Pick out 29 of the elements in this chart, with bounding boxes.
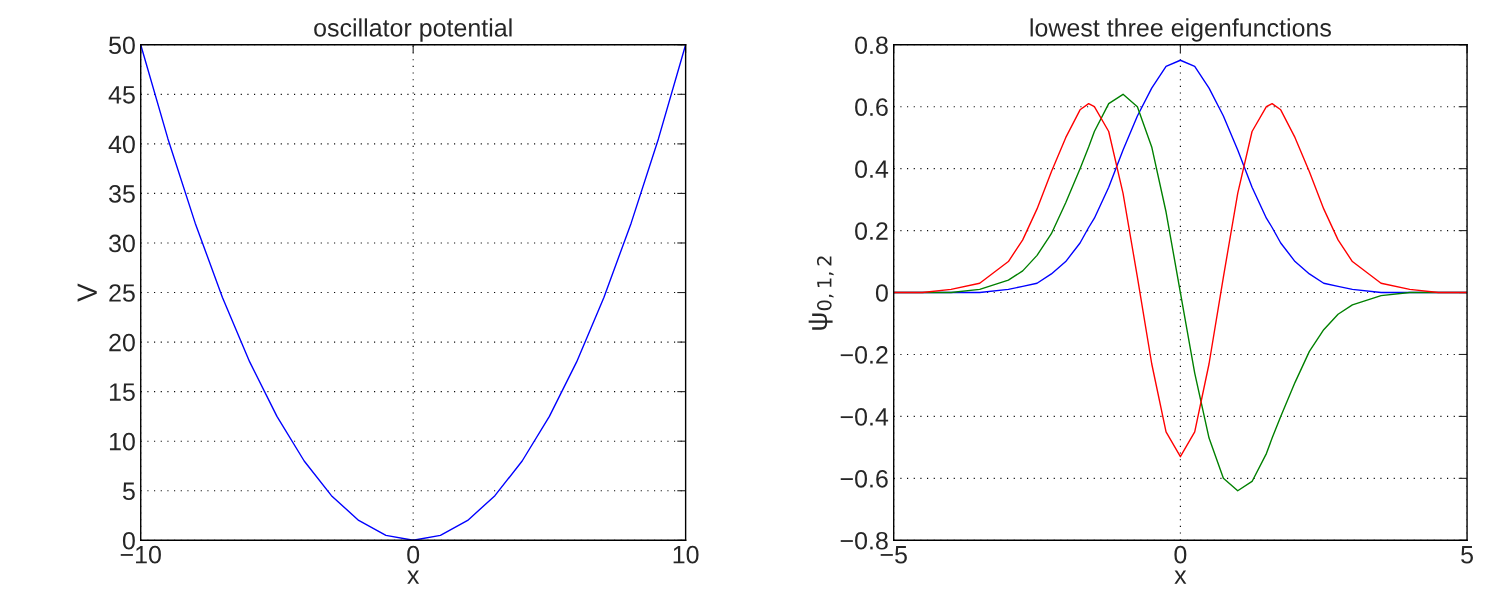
y-tick-label: 40 [108, 135, 135, 154]
y-tick-label: 10 [109, 432, 135, 451]
y-tick-label: 0.6 [855, 98, 888, 117]
y-tick-label: 25 [109, 284, 135, 302]
y-tick-label: −0.6 [840, 469, 888, 488]
x-tick-label: 0 [407, 545, 420, 564]
y-axis-title: V [77, 283, 97, 302]
y-tick-label: 35 [109, 185, 135, 203]
chart-title: lowest three eigenfunctions [1030, 18, 1331, 42]
y-tick-label: 0.4 [855, 160, 889, 178]
y-tick-label: 50 [109, 36, 135, 55]
x-tick-label: 0 [1174, 545, 1187, 564]
line-series [140, 44, 686, 541]
x-tick-label: 10 [673, 545, 699, 564]
y-tick-label: 5 [122, 482, 135, 501]
y-tick-label: 45 [108, 86, 135, 104]
y-tick-label: −0.2 [840, 346, 888, 364]
x-tick-label: 5 [1461, 546, 1473, 564]
y-tick-label: −0.4 [840, 408, 889, 426]
y-tick-label: 0.8 [855, 36, 888, 55]
y-tick-label: 20 [109, 333, 135, 352]
y-tick-label: 15 [109, 383, 135, 401]
x-axis-title: x [1174, 570, 1187, 584]
y-tick-label: 30 [109, 234, 135, 253]
y-axis-title: ψ$_{0,1,2}$ [808, 256, 834, 330]
y-tick-label: 0 [875, 284, 888, 302]
y-tick-label: 0.2 [855, 222, 888, 240]
chart-title: oscillator potential [314, 18, 512, 42]
x-axis-title: x [407, 570, 420, 584]
